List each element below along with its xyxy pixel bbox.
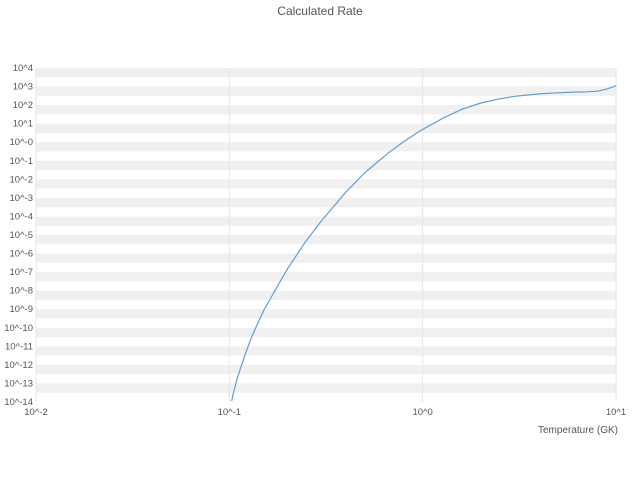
y-tick-label: 10^3 xyxy=(13,82,33,93)
grid-band xyxy=(36,86,616,96)
y-tick-label: 10^-5 xyxy=(10,230,33,241)
y-tick-label: 10^-0 xyxy=(10,137,33,148)
y-tick-label: 10^-6 xyxy=(10,249,33,260)
grid-band xyxy=(36,160,616,171)
x-tick-label: 10^0 xyxy=(413,407,433,418)
y-tick-label: 10^-7 xyxy=(10,267,33,278)
grid-band xyxy=(36,235,616,245)
y-tick-label: 10^2 xyxy=(13,100,33,111)
y-tick-label: 10^-11 xyxy=(5,341,33,352)
x-axis-title: Temperature (GK) xyxy=(537,425,618,436)
grid-band xyxy=(36,105,616,115)
y-tick-label: 10^-3 xyxy=(10,193,33,204)
y-tick-label: 10^-8 xyxy=(10,286,33,297)
x-tick-label: 10^1 xyxy=(606,407,626,418)
y-tick-label: 10^-2 xyxy=(10,174,33,185)
x-tick-label: 10^-2 xyxy=(24,407,47,418)
y-tick-label: 10^4 xyxy=(13,63,33,74)
rate-curve xyxy=(231,85,617,402)
grid-band xyxy=(36,272,616,282)
grid-band xyxy=(36,253,616,263)
x-tick-label: 10^-1 xyxy=(218,407,241,418)
grid-band xyxy=(36,179,616,189)
y-tick-label: 10^-13 xyxy=(4,378,33,389)
grid-band xyxy=(36,309,616,319)
y-tick-label: 10^-14 xyxy=(4,397,33,408)
grid-band xyxy=(36,346,616,356)
grid-band xyxy=(36,216,616,226)
chart-title: Calculated Rate xyxy=(277,4,363,18)
y-tick-label: 10^-4 xyxy=(10,211,33,222)
grid-band xyxy=(36,197,616,208)
grid-band xyxy=(36,68,616,78)
grid-band xyxy=(36,123,616,133)
grid-band xyxy=(36,383,616,393)
grid-band xyxy=(36,142,616,152)
y-tick-label: 10^-10 xyxy=(4,323,33,334)
y-tick-label: 10^1 xyxy=(13,119,33,130)
y-tick-label: 10^-12 xyxy=(4,360,33,371)
y-tick-label: 10^-1 xyxy=(10,156,33,167)
grid-band xyxy=(36,290,616,300)
y-tick-label: 10^-9 xyxy=(10,304,33,315)
grid-band xyxy=(36,327,616,338)
grid-band xyxy=(36,364,616,375)
